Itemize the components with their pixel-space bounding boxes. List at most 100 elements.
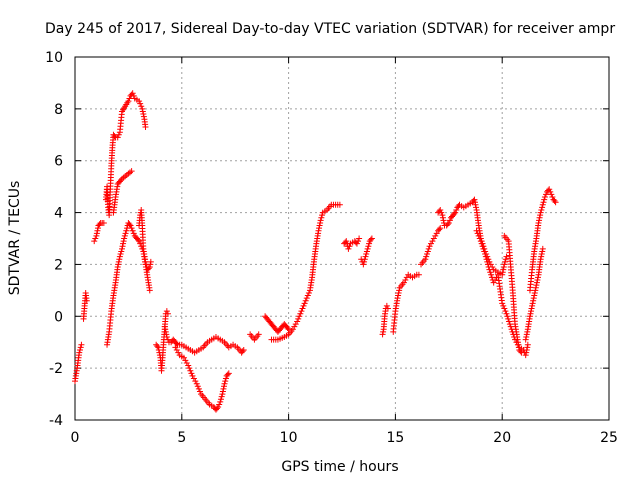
data-point (137, 100, 144, 107)
data-point (380, 328, 387, 335)
data-point (136, 238, 143, 245)
data-point (473, 204, 480, 211)
data-point (502, 308, 509, 315)
data-point (284, 324, 291, 331)
data-point (473, 227, 480, 234)
data-point (539, 204, 546, 211)
data-point (394, 295, 401, 302)
x-tick-label: 10 (280, 430, 298, 446)
data-point (430, 235, 437, 242)
data-point (446, 217, 453, 224)
data-point (492, 276, 499, 283)
data-point (524, 344, 531, 351)
data-point (490, 279, 497, 286)
data-point (120, 240, 127, 247)
data-point (196, 388, 203, 395)
data-point (215, 404, 222, 411)
data-point (146, 287, 153, 294)
data-point (400, 279, 407, 286)
data-point (219, 388, 226, 395)
data-point (319, 212, 326, 219)
data-point (145, 265, 152, 272)
data-point (355, 238, 362, 245)
data-point (486, 266, 493, 273)
data-point (533, 282, 540, 289)
data-point (506, 318, 513, 325)
data-point (126, 221, 133, 228)
data-point (503, 253, 510, 260)
data-point (183, 359, 190, 366)
data-point (539, 201, 546, 208)
data-point (444, 221, 451, 228)
data-point (383, 302, 390, 309)
data-point (172, 344, 179, 351)
data-point (77, 344, 84, 351)
data-point (505, 315, 512, 322)
data-point (173, 346, 180, 353)
data-point (536, 217, 543, 224)
data-point (504, 313, 511, 320)
data-point (162, 326, 169, 333)
data-point (305, 289, 312, 296)
data-point (318, 214, 325, 221)
data-point (129, 90, 136, 97)
data-point (190, 375, 197, 382)
data-point (529, 302, 536, 309)
data-point (163, 331, 170, 338)
data-point (302, 297, 309, 304)
data-point (116, 253, 123, 260)
data-point (136, 98, 143, 105)
data-point (343, 238, 350, 245)
data-point (552, 199, 559, 206)
data-point (488, 271, 495, 278)
x-tick-label: 15 (386, 430, 404, 446)
data-point (217, 398, 224, 405)
data-point (451, 210, 458, 217)
data-point (188, 370, 195, 377)
data-point (128, 225, 135, 232)
data-point (538, 251, 545, 258)
data-point (487, 269, 494, 276)
data-point (163, 308, 170, 315)
y-tick-label: -4 (49, 413, 63, 429)
x-tick-label: 0 (71, 430, 80, 446)
data-point (502, 258, 509, 265)
data-point (395, 292, 402, 299)
data-point (292, 321, 299, 328)
x-tick-labels: 0 5 10 15 20 25 (71, 430, 618, 446)
data-point (303, 295, 310, 302)
data-point (437, 206, 444, 213)
data-point (546, 186, 553, 193)
axis-ticks (74, 56, 610, 421)
data-point (294, 318, 301, 325)
data-point (162, 328, 169, 335)
data-point (472, 201, 479, 208)
data-point (501, 261, 508, 268)
data-point (436, 226, 443, 233)
data-point (506, 321, 513, 328)
data-point (130, 92, 137, 99)
data-point (123, 227, 130, 234)
data-point (225, 370, 232, 377)
data-point (111, 133, 118, 140)
y-axis-title: SDTVAR / TECUs (7, 181, 23, 296)
data-point (524, 328, 531, 335)
data-point (128, 168, 135, 175)
data-point (429, 238, 436, 245)
data-point (142, 258, 149, 265)
data-point (139, 105, 146, 112)
data-point (91, 238, 98, 245)
data-point (547, 188, 554, 195)
data-point (180, 354, 187, 361)
data-point (129, 227, 136, 234)
data-point (356, 235, 363, 242)
data-point (428, 240, 434, 247)
data-point (92, 235, 99, 242)
data-point (523, 334, 530, 341)
data-point (137, 240, 144, 247)
data-point (346, 243, 353, 250)
data-point (130, 230, 137, 237)
data-point (535, 219, 542, 226)
y-tick-label: 2 (54, 257, 63, 273)
data-point (499, 269, 506, 276)
